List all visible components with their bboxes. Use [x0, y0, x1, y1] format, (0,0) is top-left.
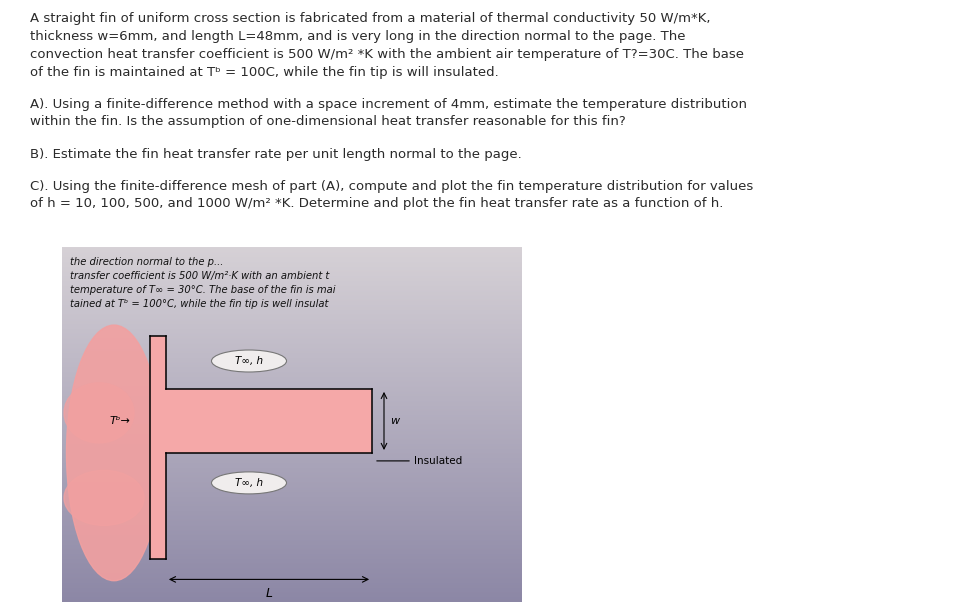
Ellipse shape [211, 350, 286, 372]
Bar [166, 389, 372, 453]
Bar [150, 336, 166, 559]
Ellipse shape [64, 383, 134, 443]
Text: Insulated: Insulated [414, 456, 462, 466]
Text: C). Using the finite-difference mesh of part (A), compute and plot the fin tempe: C). Using the finite-difference mesh of … [30, 180, 753, 210]
Text: the direction normal to the p...: the direction normal to the p... [70, 257, 224, 267]
Text: A). Using a finite-difference method with a space increment of 4mm, estimate the: A). Using a finite-difference method wit… [30, 98, 747, 128]
Text: thickness w=6mm, and length L=48mm, and is very long in the direction normal to : thickness w=6mm, and length L=48mm, and … [30, 30, 686, 43]
Text: temperature of T∞ = 30°C. The base of the fin is mai: temperature of T∞ = 30°C. The base of th… [70, 285, 335, 295]
Text: T∞, h: T∞, h [234, 478, 263, 488]
Text: L: L [266, 588, 273, 600]
Text: w: w [390, 416, 400, 426]
Text: T∞, h: T∞, h [234, 356, 263, 366]
Text: convection heat transfer coefficient is 500 W/m² *K with the ambient air tempera: convection heat transfer coefficient is … [30, 48, 744, 61]
Text: Tᵇ→: Tᵇ→ [109, 416, 130, 426]
Text: A straight fin of uniform cross section is fabricated from a material of thermal: A straight fin of uniform cross section … [30, 12, 710, 25]
Text: transfer coefficient is 500 W/m²·K with an ambient t: transfer coefficient is 500 W/m²·K with … [70, 271, 329, 281]
Text: tained at Tᵇ = 100°C, while the fin tip is well insulat: tained at Tᵇ = 100°C, while the fin tip … [70, 299, 328, 309]
Ellipse shape [66, 325, 161, 581]
Text: of the fin is maintained at Tᵇ = 100C, while the fin tip is will insulated.: of the fin is maintained at Tᵇ = 100C, w… [30, 66, 498, 79]
Ellipse shape [211, 472, 286, 494]
Ellipse shape [64, 471, 144, 525]
Text: B). Estimate the fin heat transfer rate per unit length normal to the page.: B). Estimate the fin heat transfer rate … [30, 148, 522, 161]
